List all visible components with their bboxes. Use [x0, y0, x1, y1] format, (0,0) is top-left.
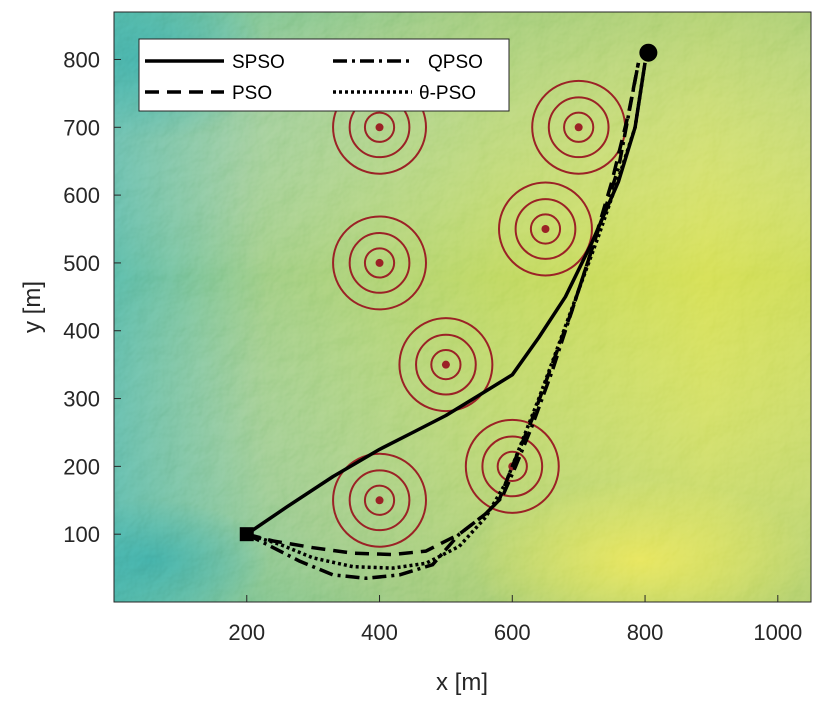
legend-box	[138, 38, 510, 112]
y-tick-label: 500	[63, 251, 100, 276]
threat-ring	[481, 435, 544, 498]
threat-center	[441, 360, 450, 369]
threat-ring	[332, 452, 427, 548]
path-series	[245, 62, 647, 581]
threat-ring	[496, 450, 528, 482]
threat-ring	[363, 111, 396, 143]
series-spso	[245, 62, 647, 536]
threat-center	[541, 225, 550, 234]
x-tick-label: 1000	[753, 620, 802, 645]
y-tick-label: 700	[63, 115, 100, 140]
threat-ring	[415, 333, 477, 396]
start-marker	[239, 527, 254, 542]
y-tick-label: 800	[63, 47, 100, 72]
threat-zone	[332, 215, 427, 311]
x-tick-label: 200	[228, 620, 265, 645]
threat-ring	[348, 469, 411, 532]
plot-frame	[113, 11, 812, 603]
threat-ring	[464, 418, 560, 514]
x-tick-label: 800	[627, 620, 664, 645]
endpoint-markers	[239, 43, 658, 542]
threat-ring	[332, 215, 427, 311]
y-tick-label: 400	[63, 319, 100, 344]
threat-center	[375, 123, 384, 132]
threat-zone	[464, 418, 560, 514]
threat-zone	[498, 181, 593, 277]
threat-ring	[363, 484, 396, 516]
legend-label-theta-pso: θ-PSO	[419, 83, 476, 104]
goal-marker	[639, 43, 658, 62]
threat-zones	[332, 79, 627, 548]
threat-ring	[563, 111, 595, 143]
threat-ring	[514, 198, 577, 260]
y-axis-ticks: 100 200 300 400 500 600 700 800	[63, 47, 121, 547]
x-axis-label: x [m]	[436, 669, 488, 696]
x-tick-label: 600	[494, 620, 531, 645]
threat-ring	[348, 232, 411, 294]
series--pso	[246, 62, 647, 570]
threat-ring	[430, 349, 462, 381]
threat-ring	[398, 317, 494, 413]
legend: SPSO PSO QPSO θ-PSO	[138, 38, 510, 112]
threat-zone	[332, 452, 427, 548]
threat-ring	[529, 213, 562, 245]
legend-label-qpso: QPSO	[428, 52, 483, 73]
threat-zone	[398, 317, 494, 413]
legend-label-pso: PSO	[232, 83, 272, 104]
y-tick-label: 300	[63, 387, 100, 412]
x-axis-ticks: 200 400 600 800 1000	[228, 595, 802, 645]
threat-center	[574, 123, 583, 132]
y-axis-label: y [m]	[19, 281, 46, 333]
threat-center	[375, 496, 384, 505]
legend-label-spso: SPSO	[232, 52, 285, 73]
y-tick-label: 200	[63, 454, 100, 479]
threat-ring	[498, 181, 593, 277]
threat-ring	[363, 247, 396, 279]
threat-ring	[547, 96, 610, 159]
y-tick-label: 600	[63, 183, 100, 208]
y-tick-label: 100	[63, 522, 100, 547]
x-tick-label: 400	[361, 620, 398, 645]
threat-center	[375, 258, 384, 267]
